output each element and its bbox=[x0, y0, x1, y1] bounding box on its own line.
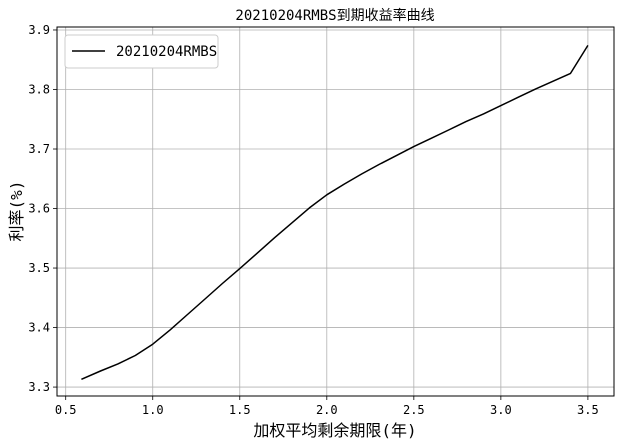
y-tick-label: 3.4 bbox=[28, 321, 50, 335]
y-tick-label: 3.9 bbox=[28, 23, 50, 37]
legend: 20210204RMBS bbox=[64, 34, 219, 69]
grid-lines bbox=[57, 27, 614, 396]
series-lines bbox=[81, 45, 589, 380]
y-tick-label: 3.5 bbox=[28, 261, 50, 275]
x-axis-label: 加权平均剩余期限(年) bbox=[253, 421, 416, 440]
series-line-20210204RMBS bbox=[81, 45, 589, 380]
plot-frame bbox=[56, 26, 615, 397]
legend-box bbox=[64, 34, 219, 69]
y-tick-label: 3.3 bbox=[28, 380, 50, 394]
y-tick-label: 3.7 bbox=[28, 142, 50, 156]
x-tick-label: 1.5 bbox=[229, 403, 251, 417]
x-tick-label: 0.5 bbox=[55, 403, 77, 417]
y-tick-label: 3.6 bbox=[28, 202, 50, 216]
legend-entry-20210204RMBS: 20210204RMBS bbox=[116, 44, 217, 60]
y-tick-label: 3.8 bbox=[28, 82, 50, 96]
chart-title: 20210204RMBS到期收益率曲线 bbox=[235, 7, 434, 24]
x-tick-label: 2.0 bbox=[316, 403, 338, 417]
x-tick-label: 1.0 bbox=[142, 403, 164, 417]
y-axis-label: 利率(%) bbox=[7, 181, 26, 242]
x-tick-label: 2.5 bbox=[403, 403, 425, 417]
y-axis-ticks: 3.3 3.4 3.5 3.6 3.7 3.8 3.9 bbox=[28, 23, 57, 394]
x-tick-label: 3.5 bbox=[577, 403, 599, 417]
x-axis-ticks: 0.5 1.0 1.5 2.0 2.5 3.0 3.5 bbox=[55, 396, 599, 417]
x-tick-label: 3.0 bbox=[490, 403, 512, 417]
